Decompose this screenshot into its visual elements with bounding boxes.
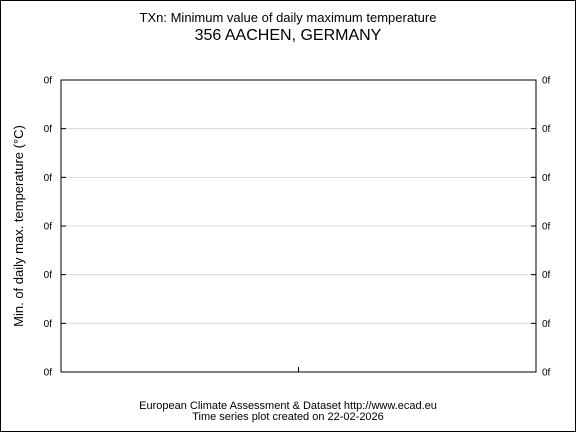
y-tick-label: 0f (44, 368, 53, 379)
gridlines (61, 128, 536, 324)
y-tick-label-right: 0f (542, 222, 551, 233)
y-tick-label: 0f (44, 270, 53, 281)
y-tick-labels-right: 0f 0f 0f 0f 0f 0f 0f (542, 76, 551, 379)
y-tick-label: 0f (44, 173, 53, 184)
footer-source: European Climate Assessment & Dataset ht… (139, 400, 437, 412)
y-tick-label: 0f (44, 222, 53, 233)
chart-subtitle: 356 AACHEN, GERMANY (194, 27, 382, 44)
y-tick-label: 0f (44, 319, 53, 330)
y-tick-labels-left: 0f 0f 0f 0f 0f 0f 0f (44, 76, 53, 379)
y-tick-label: 0f (44, 76, 53, 87)
y-tick-label-right: 0f (542, 270, 551, 281)
y-tick-label-right: 0f (542, 368, 551, 379)
y-axis-label: Min. of daily max. temperature (°C) (11, 125, 26, 327)
y-tick-label-right: 0f (542, 319, 551, 330)
y-tick-label: 0f (44, 124, 53, 135)
footer-created: Time series plot created on 22-02-2026 (192, 411, 384, 423)
y-tick-label-right: 0f (542, 173, 551, 184)
axis-ticks (61, 79, 536, 373)
y-tick-label-right: 0f (542, 76, 551, 87)
chart-title: TXn: Minimum value of daily maximum temp… (139, 10, 437, 25)
y-tick-label-right: 0f (542, 124, 551, 135)
